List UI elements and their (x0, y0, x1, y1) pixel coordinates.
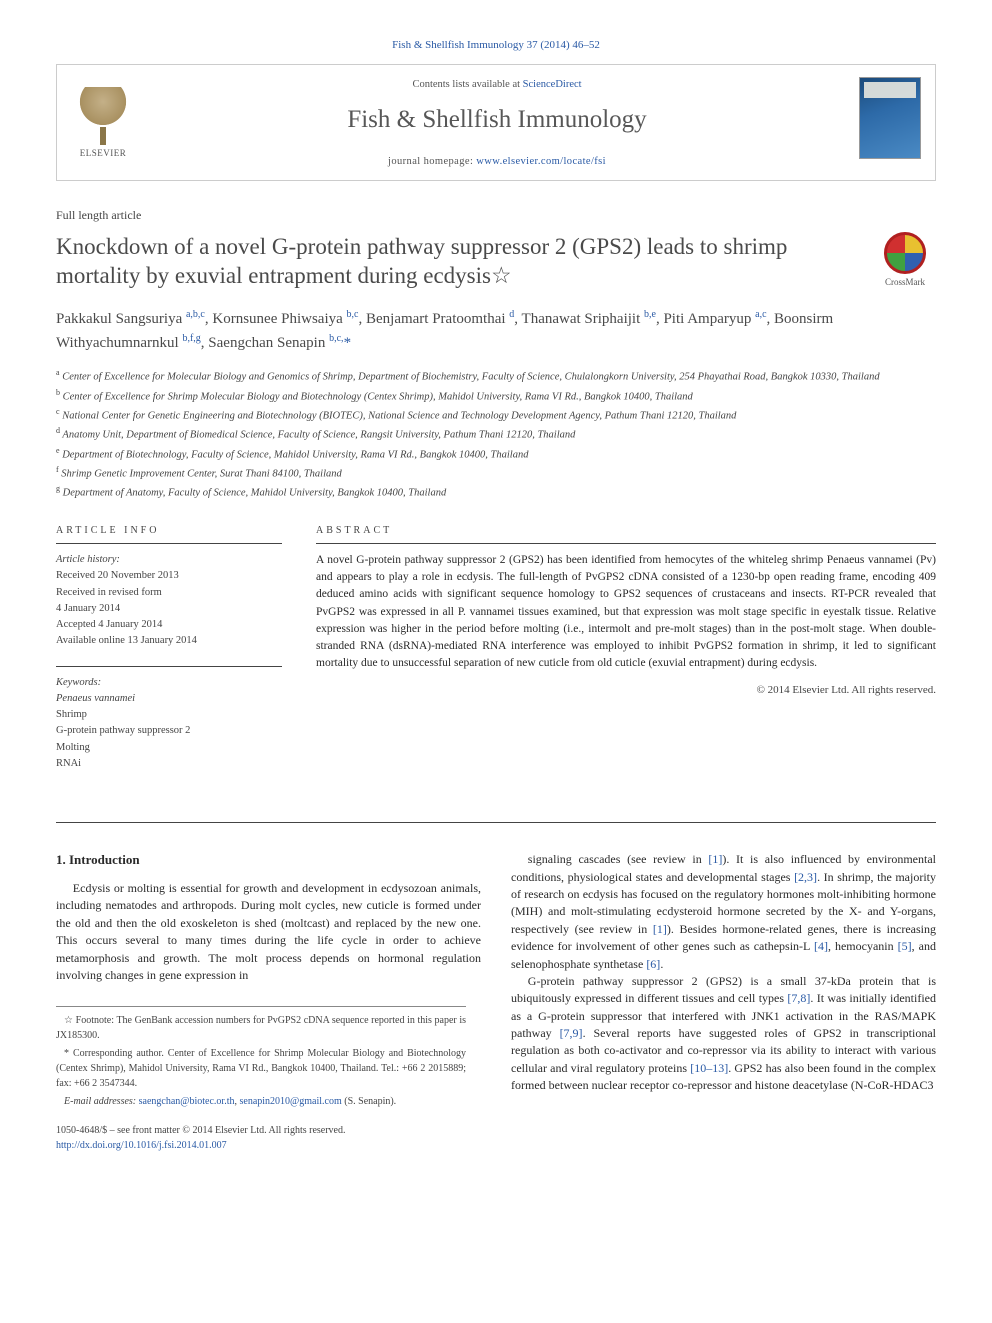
email-addresses-label: E-mail addresses: (64, 1096, 136, 1107)
citation-ref-2-3[interactable]: [2,3] (794, 870, 817, 884)
journal-title: Fish & Shellfish Immunology (149, 102, 845, 138)
affiliation-line: d Anatomy Unit, Department of Biomedical… (56, 425, 936, 444)
keyword-item: RNAi (56, 756, 282, 772)
p2-text-e: , hemocyanin (828, 939, 898, 953)
email-link-2[interactable]: senapin2010@gmail.com (239, 1096, 341, 1107)
intro-paragraph-3: G-protein pathway suppressor 2 (GPS2) is… (511, 973, 936, 1095)
intro-paragraph-1: Ecdysis or molting is essential for grow… (56, 880, 481, 984)
issn-line: 1050-4648/$ – see front matter © 2014 El… (56, 1123, 481, 1138)
history-line: Received 20 November 2013 (56, 568, 282, 584)
p2-text-a: signaling cascades (see review in (528, 852, 709, 866)
footnote-emails: E-mail addresses: saengchan@biotec.or.th… (56, 1094, 466, 1109)
email-link-1[interactable]: saengchan@biotec.or.th (139, 1096, 235, 1107)
publisher-name: ELSEVIER (80, 147, 127, 160)
article-type-label: Full length article (56, 207, 936, 224)
contents-prefix: Contents lists available at (412, 79, 522, 90)
issn-copyright-block: 1050-4648/$ – see front matter © 2014 El… (56, 1123, 481, 1153)
author-list: Pakkakul Sangsuriya a,b,c, Kornsunee Phi… (56, 307, 936, 356)
citation-ref-1[interactable]: [1] (708, 852, 722, 866)
sciencedirect-link[interactable]: ScienceDirect (523, 79, 582, 90)
citation-ref-7-9[interactable]: [7,9] (560, 1026, 583, 1040)
keywords-label: Keywords: (56, 675, 282, 691)
article-title: Knockdown of a novel G-protein pathway s… (56, 232, 856, 291)
article-history-block: Article history: Received 20 November 20… (56, 552, 282, 650)
article-info-heading: ARTICLE INFO (56, 524, 282, 544)
citation-ref-4[interactable]: [4] (814, 939, 828, 953)
footnote-block: ☆ Footnote: The GenBank accession number… (56, 1006, 466, 1109)
doi-link[interactable]: http://dx.doi.org/10.1016/j.fsi.2014.01.… (56, 1140, 227, 1151)
history-line: Available online 13 January 2014 (56, 633, 282, 649)
footnote-star: ☆ Footnote: The GenBank accession number… (56, 1013, 466, 1043)
elsevier-tree-icon (76, 87, 130, 145)
affiliation-list: a Center of Excellence for Molecular Bio… (56, 367, 936, 502)
article-body: 1. Introduction Ecdysis or molting is es… (56, 851, 936, 1153)
citation-ref-6[interactable]: [6] (646, 957, 660, 971)
citation-ref-7-8[interactable]: [7,8] (787, 991, 810, 1005)
intro-paragraph-2: signaling cascades (see review in [1]). … (511, 851, 936, 973)
publisher-logo[interactable]: ELSEVIER (71, 77, 135, 170)
article-title-text: Knockdown of a novel G-protein pathway s… (56, 234, 787, 288)
keywords-block: Keywords: Penaeus vannameiShrimpG-protei… (56, 675, 282, 773)
abstract-copyright: © 2014 Elsevier Ltd. All rights reserved… (316, 683, 936, 699)
keyword-item: G-protein pathway suppressor 2 (56, 723, 282, 739)
affiliation-line: e Department of Biotechnology, Faculty o… (56, 445, 936, 464)
footnote-corresponding: * Corresponding author. Center of Excell… (56, 1046, 466, 1091)
email-author-tail: (S. Senapin). (342, 1096, 396, 1107)
history-line: Received in revised form (56, 585, 282, 601)
abstract-heading: ABSTRACT (316, 524, 936, 544)
journal-homepage-link[interactable]: www.elsevier.com/locate/fsi (476, 156, 606, 167)
affiliation-line: b Center of Excellence for Shrimp Molecu… (56, 387, 936, 406)
affiliation-line: g Department of Anatomy, Faculty of Scie… (56, 483, 936, 502)
journal-reference: Fish & Shellfish Immunology 37 (2014) 46… (56, 38, 936, 54)
affiliation-line: f Shrimp Genetic Improvement Center, Sur… (56, 464, 936, 483)
journal-cover-thumbnail[interactable] (859, 77, 921, 159)
history-line: 4 January 2014 (56, 601, 282, 617)
article-history-label: Article history: (56, 552, 282, 568)
title-footnote-star: ☆ (491, 263, 512, 288)
homepage-prefix-label: journal homepage: (388, 156, 476, 167)
p2-text-g: . (660, 957, 663, 971)
affiliation-line: c National Center for Genetic Engineerin… (56, 406, 936, 425)
section-heading-introduction: 1. Introduction (56, 851, 481, 870)
abstract-text: A novel G-protein pathway suppressor 2 (… (316, 552, 936, 673)
affiliation-line: a Center of Excellence for Molecular Bio… (56, 367, 936, 386)
journal-header-box: ELSEVIER Contents lists available at Sci… (56, 64, 936, 181)
contents-available-line: Contents lists available at ScienceDirec… (149, 77, 845, 92)
crossmark-label: CrossMark (885, 277, 925, 287)
citation-ref-5[interactable]: [5] (898, 939, 912, 953)
citation-ref-1b[interactable]: [1] (653, 922, 667, 936)
keyword-item: Shrimp (56, 707, 282, 723)
crossmark-badge[interactable]: CrossMark (874, 232, 936, 289)
crossmark-icon (884, 232, 926, 274)
keyword-item: Penaeus vannamei (56, 691, 282, 707)
keyword-item: Molting (56, 740, 282, 756)
history-line: Accepted 4 January 2014 (56, 617, 282, 633)
citation-ref-10-13[interactable]: [10–13] (690, 1061, 728, 1075)
journal-homepage-line: journal homepage: www.elsevier.com/locat… (149, 154, 845, 169)
